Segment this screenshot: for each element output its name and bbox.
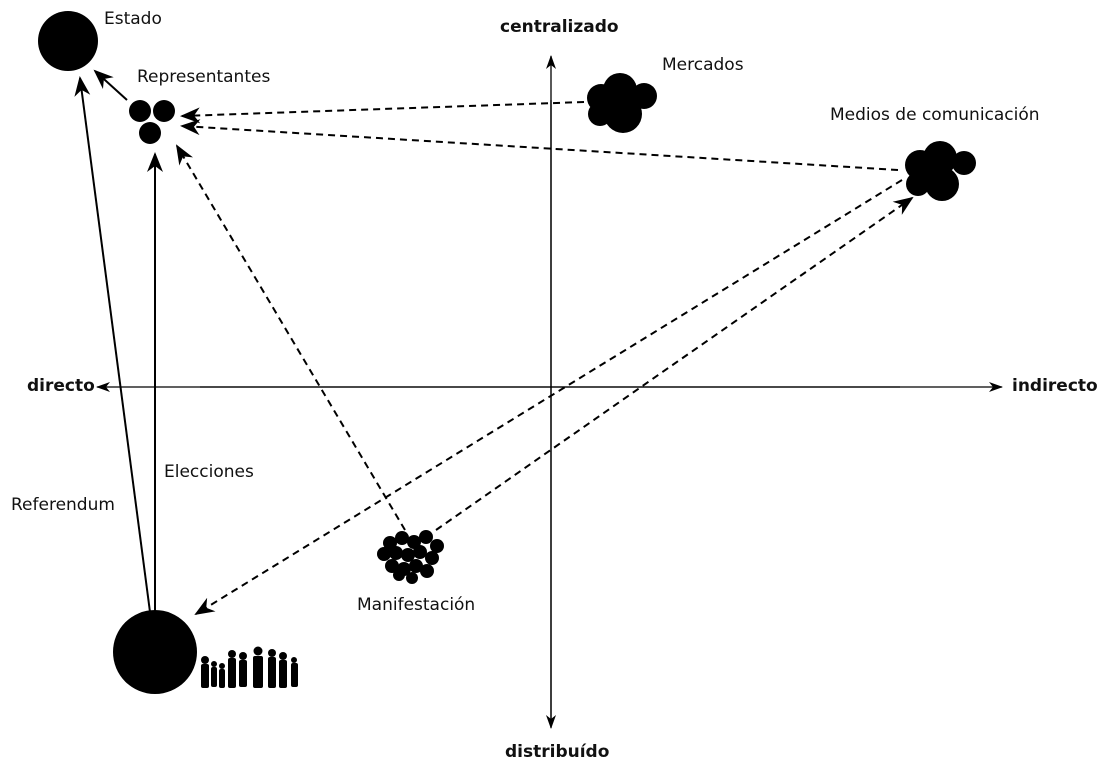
protest-to-media-arrow <box>435 196 914 531</box>
markets-to-representatives-arrow <box>180 101 585 124</box>
state-node <box>38 11 98 71</box>
axis-right-label: indirecto <box>1012 376 1098 396</box>
protest-to-representatives-arrow <box>175 144 406 531</box>
representatives-label: Representantes <box>137 67 271 87</box>
media-label: Medios de comunicación <box>830 105 1040 125</box>
axis-top-label: centralizado <box>500 17 619 37</box>
media-to-representatives-arrow <box>180 119 899 171</box>
markets-label: Mercados <box>662 55 744 75</box>
state-label: Estado <box>104 9 162 29</box>
referendum-label: Referendum <box>11 495 115 515</box>
media-node <box>905 141 976 201</box>
protest-label: Manifestación <box>357 595 476 615</box>
elections-label: Elecciones <box>164 462 254 482</box>
markets-node <box>587 73 657 133</box>
people-silhouettes-icon <box>201 646 298 688</box>
axis-left-label: directo <box>27 376 95 396</box>
referendum-arrow <box>74 76 151 613</box>
axis-bottom-label: distribuído <box>505 742 610 762</box>
citizens-node <box>113 610 197 694</box>
protest-node <box>377 530 444 584</box>
representatives-to-state-arrow <box>93 69 128 101</box>
representatives-node <box>129 100 175 144</box>
media-to-citizens-arrow <box>194 179 903 616</box>
